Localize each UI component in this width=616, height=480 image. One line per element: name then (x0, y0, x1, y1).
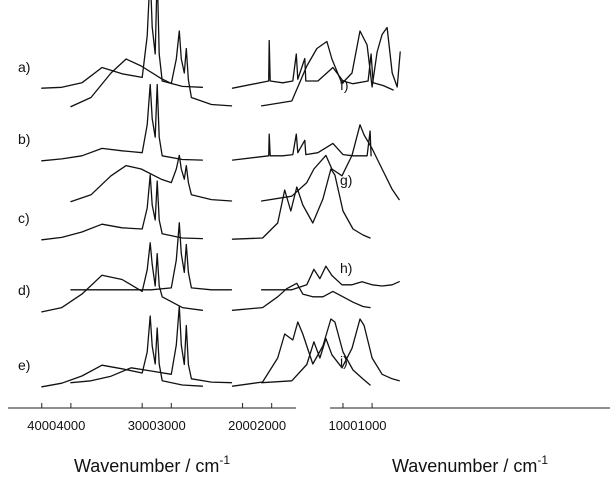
spectrum-trace-g-seg1 (70, 154, 233, 203)
x-tick-label-4000: 4000 (56, 418, 85, 433)
series-label-e: e) (18, 357, 30, 373)
x-axis-title-main: Wavenumber / cm (74, 456, 219, 476)
spectrum-trace-g-seg2 (260, 124, 400, 202)
x-axis-title: Wavenumber / cm-1 (74, 453, 230, 476)
spectrum-trace-f-seg1 (70, 30, 233, 108)
spectrum-trace-h-seg1 (70, 222, 233, 291)
spectrum-trace-i-seg2 (260, 318, 400, 384)
spectrum-trace-a-seg1 (41, 0, 204, 89)
spectrum-trace-b-seg1 (41, 83, 204, 162)
x-tick-label-4000: 4000 (27, 418, 56, 433)
spectrum-trace-b-seg2 (231, 130, 372, 161)
series-label-c: c) (18, 210, 30, 226)
spectrum-trace-d-seg2 (231, 282, 371, 311)
x-tick-label-1000: 1000 (329, 418, 358, 433)
x-axis-title-superscript: -1 (219, 453, 230, 467)
spectrum-trace-f-seg2 (260, 26, 401, 107)
series-label-d: d) (18, 282, 30, 298)
spectrum-trace-e-seg2 (231, 318, 371, 387)
spectrum-trace-a-seg2 (231, 39, 394, 91)
x-tick-label-3000: 3000 (157, 418, 186, 433)
x-tick-label-3000: 3000 (128, 418, 157, 433)
spectrum-trace-e-seg1 (41, 315, 204, 388)
series-label-g: g) (340, 172, 352, 188)
series-label-b: b) (18, 131, 30, 147)
spectrum-trace-d-seg1 (41, 242, 204, 313)
series-label-h: h) (340, 260, 352, 276)
x-tick-label-1000: 1000 (358, 418, 387, 433)
x-tick-label-2000: 2000 (228, 418, 257, 433)
x-axis-title-main: Wavenumber / cm (392, 456, 537, 476)
series-label-i: i) (340, 353, 348, 369)
spectrum-trace-h-seg2 (260, 265, 400, 291)
spectrum-trace-i-seg1 (70, 305, 233, 384)
x-tick-label-2000: 2000 (257, 418, 286, 433)
x-axis-title-superscript: -1 (537, 453, 548, 467)
spectrum-trace-c-seg2 (231, 168, 371, 240)
series-label-f: f) (340, 77, 349, 93)
x-axis-title: Wavenumber / cm-1 (392, 453, 548, 476)
left-panel: a) b) c) d) e) 4000 3000 2000 1000 Wavenumber / c… (8, 0, 394, 476)
series-label-a: a) (18, 59, 30, 75)
spectrum-trace-c-seg1 (41, 174, 204, 241)
